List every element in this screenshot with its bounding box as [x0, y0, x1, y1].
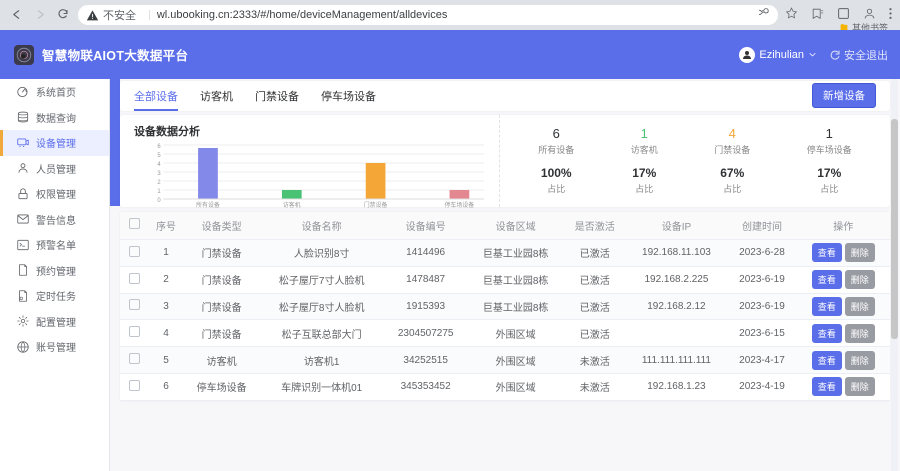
- svg-text:4: 4: [157, 161, 161, 167]
- svg-text:3: 3: [157, 170, 161, 176]
- svg-text:6: 6: [157, 143, 161, 149]
- svg-text:访客机: 访客机: [283, 200, 301, 208]
- svg-text:1: 1: [157, 188, 161, 194]
- svg-text:0: 0: [157, 197, 161, 203]
- svg-text:停车场设备: 停车场设备: [445, 200, 475, 208]
- svg-text:所有设备: 所有设备: [196, 200, 220, 208]
- svg-text:门禁设备: 门禁设备: [364, 200, 388, 208]
- svg-text:5: 5: [157, 152, 161, 158]
- svg-text:2: 2: [157, 179, 160, 185]
